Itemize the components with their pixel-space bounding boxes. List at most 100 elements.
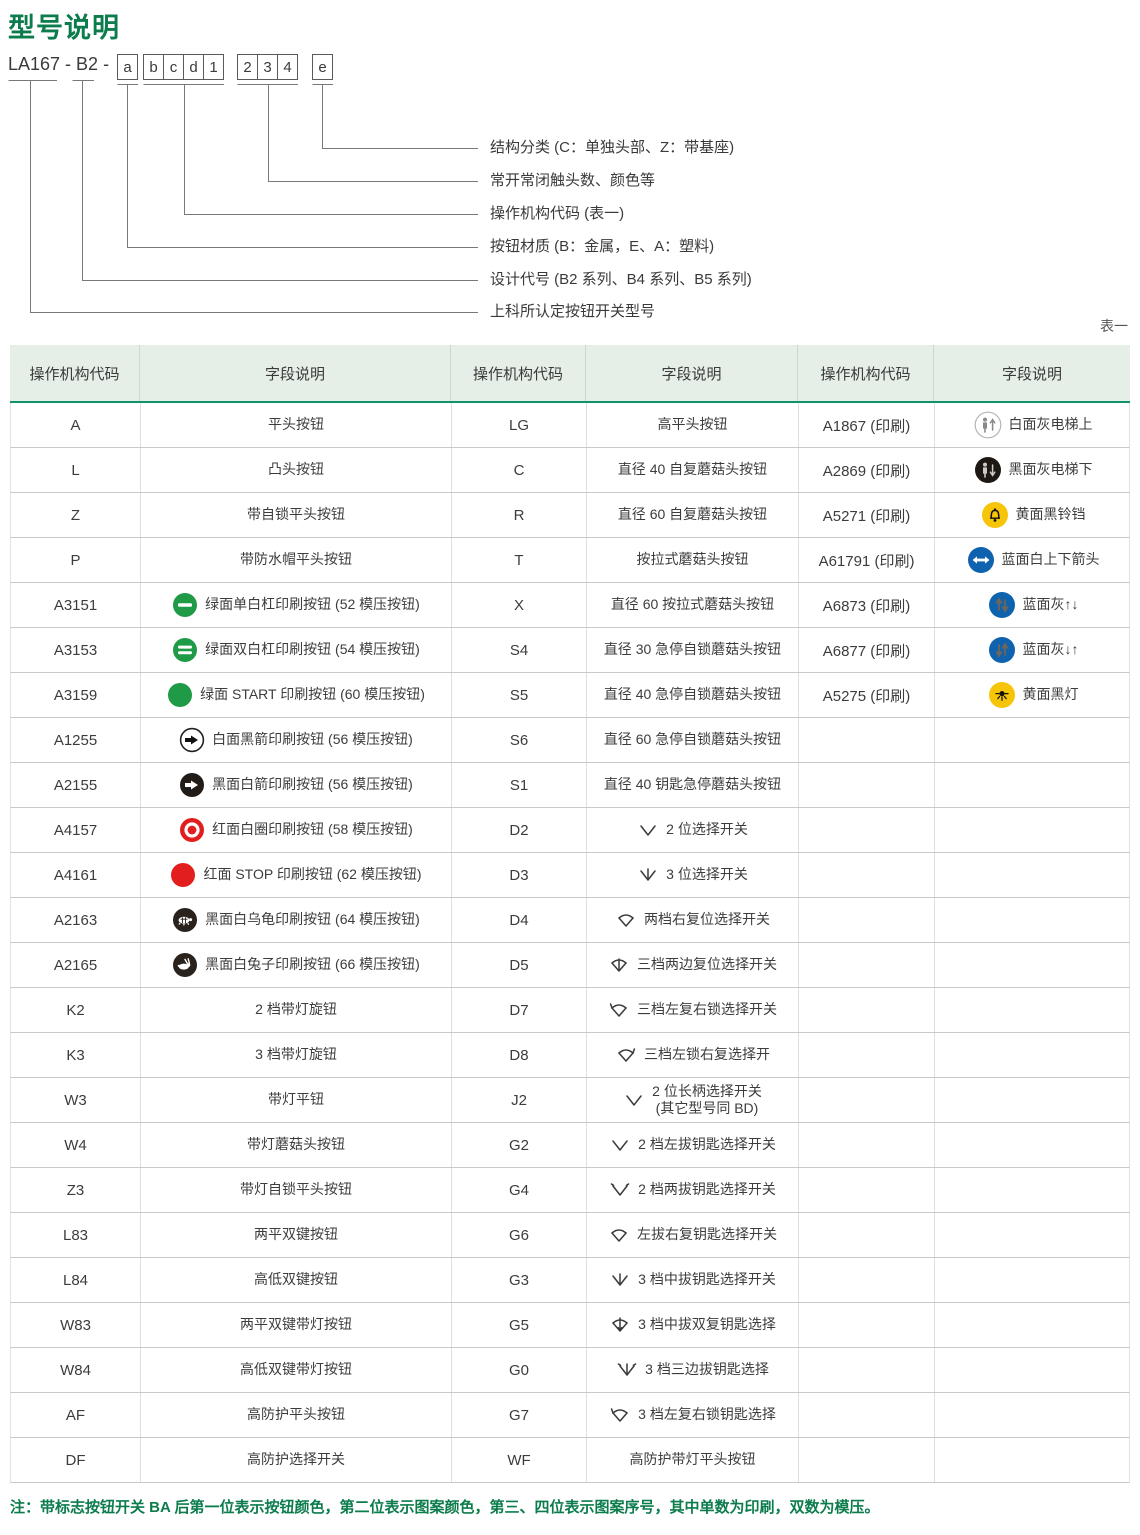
arrows-downup-icon: [988, 636, 1016, 664]
field-description-text: 两平双键按钮: [254, 1226, 338, 1243]
field-desc-cell: 3 档三边拔钥匙选择: [587, 1348, 799, 1392]
field-description-text: 三档左复右锁选择开关: [637, 1001, 777, 1018]
field-description-text: 直径 40 钥匙急停蘑菇头按钮: [603, 776, 782, 793]
field-desc-cell: [935, 853, 1131, 897]
field-desc-cell: 高平头按钮: [587, 403, 799, 447]
table-row-5: A3151 绿面单白杠印刷按钮 (52 模压按钮) X 直径 60 按拉式蘑菇头按钮 A…: [10, 583, 1130, 628]
black-white-arrow-icon: [179, 772, 205, 798]
operator-code-cell: A3153: [11, 628, 141, 672]
table-row-8: A1255 白面黑箭印刷按钮 (56 模压按钮) S6 直径 60 急停自锁蘑菇头按钮: [10, 718, 1130, 763]
field-description-text: 3 档带灯旋钮: [255, 1046, 337, 1063]
field-desc-cell: 高低双键带灯按钮: [141, 1348, 452, 1392]
operator-code-cell: L84: [11, 1258, 141, 1302]
field-description-text: 带防水帽平头按钮: [240, 551, 352, 568]
operator-code-cell: AF: [11, 1393, 141, 1437]
table-row-18: Z3 带灯自锁平头按钮 G4 2 档两拔钥匙选择开关: [10, 1168, 1130, 1213]
model-digit-box-c: c: [163, 54, 184, 80]
field-desc-cell: [935, 1078, 1131, 1122]
operator-code-cell: A4161: [11, 853, 141, 897]
field-desc-cell: 高低双键按钮: [141, 1258, 452, 1302]
table-row-16: W3 带灯平钮 J2 2 位长柄选择开关 (其它型号同 BD): [10, 1078, 1130, 1123]
field-description-text: 左拔右复钥匙选择开关: [637, 1226, 777, 1243]
black-rabbit-icon: [172, 952, 198, 978]
field-desc-cell: 黄面黑铃铛: [935, 493, 1131, 537]
operator-code-cell: A2163: [11, 898, 141, 942]
field-description-text: 带灯蘑菇头按钮: [247, 1136, 345, 1153]
field-description-text: 带自锁平头按钮: [247, 506, 345, 523]
field-description-text: 蓝面灰↑↓: [1022, 596, 1079, 613]
arrows-leftright-icon: [967, 546, 995, 574]
lamp-icon: [988, 681, 1016, 709]
operator-code-cell: D5: [452, 943, 587, 987]
field-description-text: 2 档两拔钥匙选择开关: [638, 1181, 776, 1198]
header-operator-code-2: 操作机构代码: [451, 345, 586, 401]
field-desc-cell: [935, 1033, 1131, 1077]
field-desc-cell: 凸头按钮: [141, 448, 452, 492]
field-desc-cell: 带灯平钮: [141, 1078, 452, 1122]
red-ring-icon: [179, 817, 205, 843]
field-desc-cell: 红面白圈印刷按钮 (58 模压按钮): [141, 808, 452, 852]
field-desc-cell: 白面灰电梯上: [935, 403, 1131, 447]
field-desc-cell: 带自锁平头按钮: [141, 493, 452, 537]
table-row-23: AF 高防护平头按钮 G7 3 档左复右锁钥匙选择: [10, 1393, 1130, 1438]
operator-code-cell: [799, 853, 935, 897]
field-desc-cell: 三档两边复位选择开关: [587, 943, 799, 987]
white-black-arrow-icon: [179, 727, 205, 753]
field-desc-cell: 三档左锁右复选择开: [587, 1033, 799, 1077]
field-desc-cell: 3 档左复右锁钥匙选择: [587, 1393, 799, 1437]
table-row-3: Z 带自锁平头按钮 R 直径 60 自复蘑菇头按钮 A5271 (印刷) 黄面黑铃铛: [10, 493, 1130, 538]
model-digit-box-b: b: [143, 54, 164, 80]
field-desc-cell: 带灯蘑菇头按钮: [141, 1123, 452, 1167]
operator-code-cell: P: [11, 538, 141, 582]
operator-code-cell: L83: [11, 1213, 141, 1257]
operator-code-cell: [799, 1168, 935, 1212]
bell-icon: [981, 501, 1009, 529]
operator-code-cell: [799, 1213, 935, 1257]
field-description-text: 高防护平头按钮: [247, 1406, 345, 1423]
field-description-text: 直径 60 按拉式蘑菇头按钮: [610, 596, 775, 613]
field-desc-cell: 蓝面灰↑↓: [935, 583, 1131, 627]
selector-fan-icon: [608, 1226, 630, 1244]
selector-3pos-icon: [637, 867, 659, 884]
field-description-text: 三档左锁右复选择开: [644, 1046, 770, 1063]
selector-3pos-ticks-icon: [616, 1362, 638, 1379]
field-description-text: 按拉式蘑菇头按钮: [636, 551, 749, 568]
field-desc-cell: 黑面白乌龟印刷按钮 (64 模压按钮): [141, 898, 452, 942]
field-description-text: 黄面黑灯: [1022, 686, 1079, 703]
field-desc-cell: [935, 1348, 1131, 1392]
field-desc-cell: 黑面灰电梯下: [935, 448, 1131, 492]
field-description-text: 3 档中拔双复钥匙选择: [638, 1316, 776, 1333]
model-digit-box-e: e: [312, 54, 333, 80]
field-description-text: 白面黑箭印刷按钮 (56 模压按钮): [212, 731, 413, 748]
field-desc-cell: 直径 40 急停自锁蘑菇头按钮: [587, 673, 799, 717]
field-description-text: 2 档带灯旋钮: [255, 1001, 337, 1018]
operator-code-cell: Z3: [11, 1168, 141, 1212]
operator-code-cell: [799, 1033, 935, 1077]
field-desc-cell: 绿面 START 印刷按钮 (60 模压按钮): [141, 673, 452, 717]
field-desc-cell: 蓝面白上下箭头: [935, 538, 1131, 582]
field-description-text: 3 档中拔钥匙选择开关: [638, 1271, 776, 1288]
annotation-structure-class: 结构分类 (C：单独头部、Z：带基座): [490, 139, 735, 156]
green-double-bar-icon: [172, 637, 198, 663]
operator-code-table: 操作机构代码 字段说明 操作机构代码 字段说明 操作机构代码 字段说明 A 平头按…: [10, 345, 1130, 1483]
field-desc-cell: 直径 60 急停自锁蘑菇头按钮: [587, 718, 799, 762]
selector-2pos-icon: [637, 822, 659, 839]
field-description-text: 高低双键带灯按钮: [240, 1361, 352, 1378]
operator-code-cell: X: [452, 583, 587, 627]
operator-code-cell: C: [452, 448, 587, 492]
annotation-design-code: 设计代号 (B2 系列、B4 系列、B5 系列): [490, 271, 752, 288]
field-desc-cell: 带灯自锁平头按钮: [141, 1168, 452, 1212]
operator-code-cell: D7: [452, 988, 587, 1032]
model-prefix: LA167 - B2 -: [8, 54, 110, 74]
operator-code-cell: A4157: [11, 808, 141, 852]
field-desc-cell: 三档左复右锁选择开关: [587, 988, 799, 1032]
field-desc-cell: 直径 30 急停自锁蘑菇头按钮: [587, 628, 799, 672]
field-description-text: 平头按钮: [268, 416, 324, 433]
operator-code-cell: A5271 (印刷): [799, 493, 935, 537]
operator-code-cell: G3: [452, 1258, 587, 1302]
table-row-6: A3153 绿面双白杠印刷按钮 (54 模压按钮) S4 直径 30 急停自锁蘑菇头按…: [10, 628, 1130, 673]
table-row-9: A2155 黑面白箭印刷按钮 (56 模压按钮) S1 直径 40 钥匙急停蘑菇头按钮: [10, 763, 1130, 808]
operator-code-cell: [799, 1258, 935, 1302]
model-digit-box-a: a: [117, 54, 138, 80]
arrows-updown-icon: [988, 591, 1016, 619]
